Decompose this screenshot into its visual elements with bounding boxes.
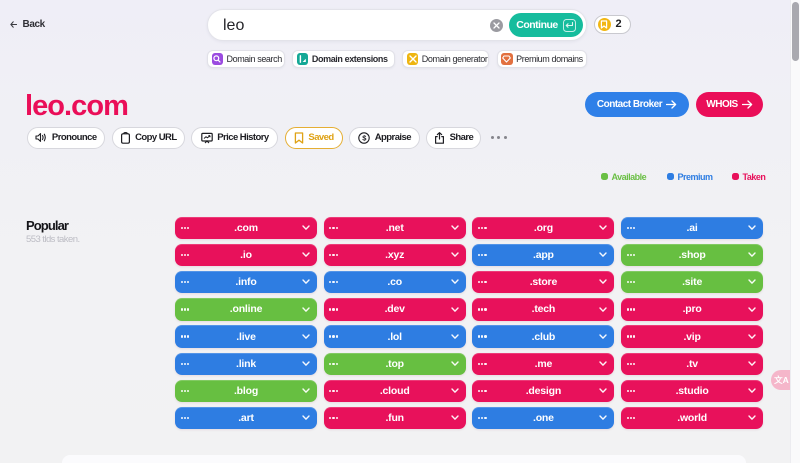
svg-text:$: $ xyxy=(362,133,367,142)
